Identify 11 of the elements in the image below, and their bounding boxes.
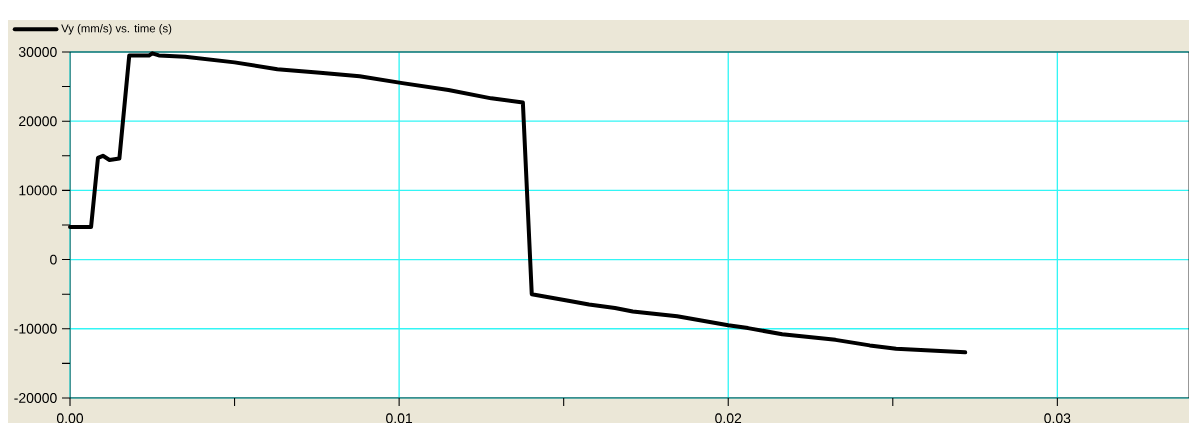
y-tick-label: 10000 <box>19 185 57 196</box>
y-tick-label: -10000 <box>14 323 57 334</box>
x-tick-label: 0.02 <box>715 413 742 423</box>
x-tick-label: 0.00 <box>56 413 84 423</box>
legend-label: Vy (mm/s) vs. time (s) <box>61 24 172 35</box>
y-tick-label: -20000 <box>14 393 57 403</box>
x-tick-label: 0.01 <box>386 413 413 423</box>
y-tick-label: 0 <box>50 254 57 265</box>
x-tick-label: 0.03 <box>1044 413 1071 423</box>
y-tick-label: 30000 <box>18 47 57 57</box>
y-tick-label: 20000 <box>19 116 57 127</box>
